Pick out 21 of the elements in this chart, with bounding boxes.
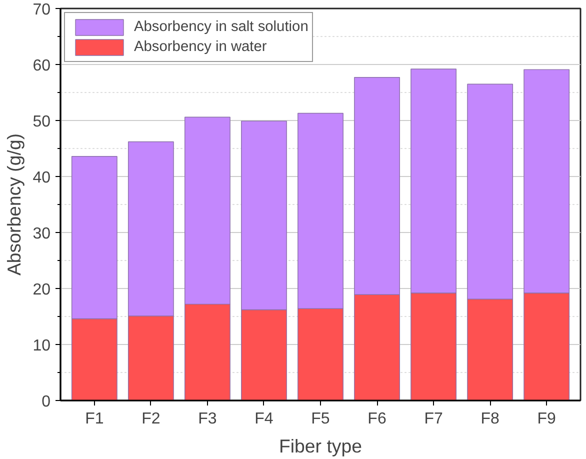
x-tick-label: F2 (142, 410, 160, 428)
y-tick-label: 60 (32, 58, 51, 74)
x-tick-label: F6 (368, 410, 386, 428)
x-tick-label: F1 (85, 410, 104, 428)
legend-label: Absorbency in salt solution (134, 19, 308, 35)
y-tick-label: 70 (32, 2, 51, 18)
x-tick-label: F5 (311, 410, 330, 428)
y-tick-label: 30 (32, 226, 51, 242)
x-tick-label: F8 (480, 410, 500, 428)
y-axis-title: Absorbency (g/g) (4, 133, 25, 276)
y-tick-label: 10 (32, 338, 51, 354)
x-tick-label: F9 (537, 410, 556, 428)
x-axis-title: Fiber type (279, 436, 362, 456)
y-tick-label: 20 (32, 282, 51, 298)
x-tick-label: F4 (254, 410, 274, 428)
x-tick-label: F7 (424, 410, 443, 428)
y-tick-label: 0 (42, 394, 51, 410)
y-tick-label: 40 (32, 170, 51, 186)
y-tick-label: 50 (32, 114, 51, 130)
legend-label: Absorbency in water (134, 39, 267, 55)
x-tick-label: F3 (198, 410, 217, 428)
